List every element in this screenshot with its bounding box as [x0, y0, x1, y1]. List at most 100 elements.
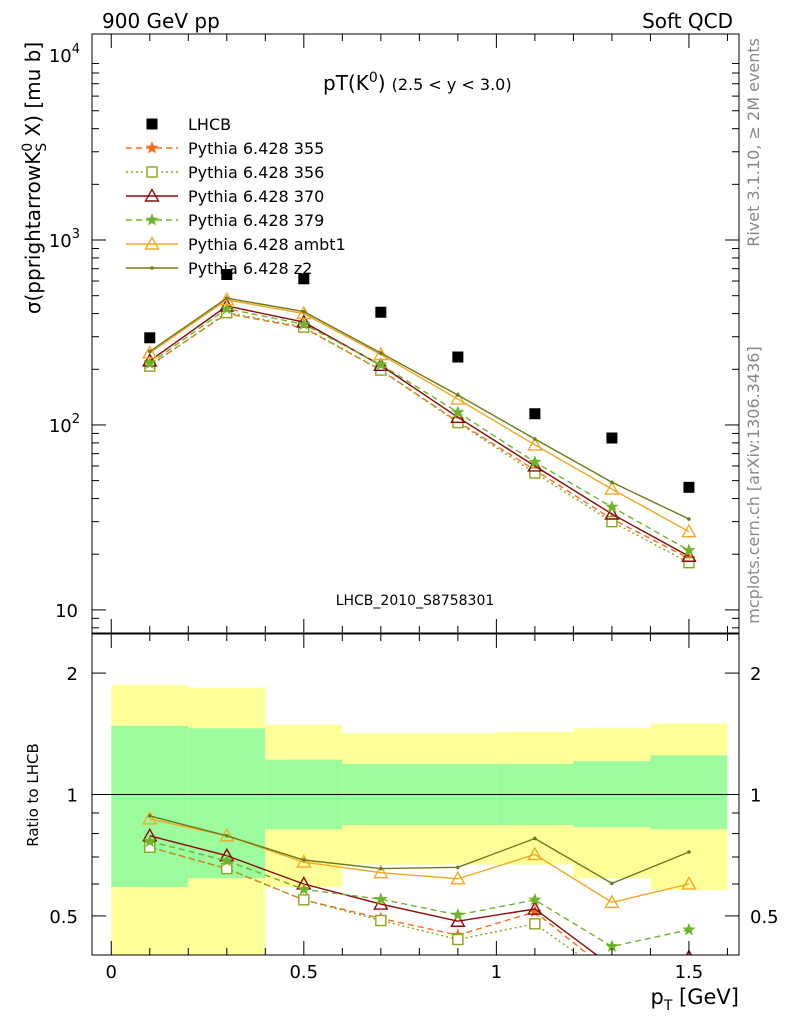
- legend-label: Pythia 6.428 355: [188, 139, 324, 158]
- legend-marker: [145, 213, 159, 226]
- point-ambt1: [450, 391, 466, 405]
- band-inner: [111, 725, 189, 887]
- ratio-point-ambt1: [681, 876, 697, 890]
- point-ambt1: [681, 523, 697, 538]
- legend-item-z2: Pythia 6.428 z2: [126, 259, 312, 278]
- point-z2: [379, 351, 383, 355]
- y-axis-label: σ(pprightarrowK0S X) [mu b]: [20, 42, 50, 314]
- ratio-point-p356: [607, 973, 617, 983]
- ratio-point-ambt1: [527, 846, 543, 861]
- ratio-point-p355: [606, 967, 617, 978]
- ratio-point-z2: [224, 833, 229, 838]
- rivet-label: Rivet 3.1.10, ≥ 2M events: [744, 38, 763, 247]
- ratio-point-p370: [605, 960, 618, 972]
- x-tick-label: 1.5: [675, 962, 704, 983]
- legend-label: Pythia 6.428 356: [188, 163, 324, 182]
- legend-marker: [145, 141, 159, 154]
- point-z2: [147, 349, 152, 354]
- x-tick-label: 0: [106, 962, 117, 983]
- point-z2: [224, 296, 229, 300]
- band-inner: [188, 728, 266, 879]
- ratio-point-p379: [451, 908, 465, 921]
- data-point-lhcb: [298, 273, 310, 285]
- y-tick-label: 104: [49, 42, 80, 67]
- legend-item-ambt1: Pythia 6.428 ambt1: [126, 235, 346, 254]
- legend-marker: [146, 118, 158, 130]
- ratio-line-z2: [149, 815, 690, 885]
- ratio-point-p379: [143, 834, 157, 847]
- ratio-y-tick-label-right: 0.5: [750, 907, 779, 928]
- ratio-point-z2: [610, 881, 614, 886]
- point-p379: [297, 317, 311, 330]
- ratio-point-p356: [375, 914, 387, 927]
- x-axis-label: pT [GeV]: [650, 985, 739, 1014]
- legend-label: Pythia 6.428 z2: [188, 259, 312, 278]
- data-point-lhcb: [144, 332, 156, 344]
- analysis-watermark: LHCB_2010_S8758301: [336, 593, 495, 609]
- point-p379: [682, 543, 696, 556]
- ratio-point-ambt1: [450, 870, 466, 885]
- legend-item-p370: Pythia 6.428 370: [126, 187, 324, 206]
- legend-item-p356: Pythia 6.428 356: [126, 163, 324, 182]
- data-point-lhcb: [452, 351, 464, 363]
- ratio-point-p356: [452, 933, 464, 946]
- legend-marker: [144, 236, 160, 250]
- data-point-lhcb: [221, 268, 233, 280]
- ratio-y-axis-label: Ratio to LHCB: [24, 743, 42, 847]
- y-tick-label: 102: [49, 412, 80, 437]
- legend-marker: [144, 188, 160, 202]
- ratio-plot-area: [142, 810, 697, 983]
- ratio-point-p379: [374, 892, 388, 905]
- ratio-point-p379: [220, 853, 234, 867]
- legend-item-p355: Pythia 6.428 355: [126, 139, 324, 158]
- ratio-point-z2: [687, 850, 691, 854]
- point-p370: [681, 548, 697, 562]
- ratio-y-tick-label: 1: [67, 786, 78, 807]
- point-p356: [529, 467, 541, 479]
- point-z2: [302, 309, 306, 314]
- point-p379: [528, 455, 542, 468]
- legend-label: LHCB: [188, 115, 231, 134]
- ratio-point-z2: [147, 814, 152, 818]
- ratio-y-tick-label: 2: [67, 664, 78, 685]
- point-z2: [533, 437, 537, 441]
- ratio-line-p370: [149, 835, 598, 955]
- ratio-point-z2: [379, 866, 383, 871]
- point-ambt1: [604, 481, 620, 495]
- series-line-p356: [149, 311, 690, 564]
- series-line-p379: [149, 307, 690, 551]
- ratio-y-tick-label: 0.5: [49, 907, 78, 928]
- point-p379: [220, 301, 234, 315]
- data-point-lhcb: [529, 408, 541, 420]
- ratio-point-z2: [533, 836, 537, 841]
- point-p370: [604, 506, 620, 520]
- legend-item-p379: Pythia 6.428 379: [126, 211, 324, 230]
- ratio-point-p379: [297, 882, 311, 895]
- data-point-lhcb: [375, 306, 387, 318]
- mcplots-label: mcplots.cern.ch [arXiv:1306.3436]: [744, 346, 763, 623]
- ratio-point-ambt1: [296, 854, 312, 868]
- point-ambt1: [373, 346, 389, 361]
- main-frame: [91, 33, 740, 634]
- ratio-point-p379: [682, 922, 696, 936]
- ratio-point-p356: [298, 894, 310, 906]
- point-z2: [610, 480, 614, 485]
- point-ambt1: [142, 345, 158, 359]
- ratio-point-ambt1: [604, 894, 620, 909]
- ratio-line-p379: [149, 840, 690, 948]
- x-tick-label: 0.5: [289, 962, 318, 983]
- main-plot-area: [142, 268, 697, 569]
- data-point-lhcb: [606, 432, 618, 444]
- series-line-ambt1: [149, 299, 690, 533]
- legend-marker: [146, 166, 158, 178]
- legend-marker: [150, 266, 154, 270]
- ratio-point-ambt1: [373, 864, 389, 879]
- legend: LHCB Pythia 6.428 355 Pythia 6.428 356 Pyth…: [126, 115, 346, 278]
- ratio-panel: 0.5 0.5 1 1 2 2 0 0.5 1 1.5 Ratio to LHCB pT [GeV]: [24, 633, 779, 1014]
- ratio-line-p355: [149, 846, 590, 955]
- ratio-point-z2: [456, 865, 460, 870]
- series-line-z2: [149, 297, 690, 520]
- point-ambt1: [527, 436, 543, 451]
